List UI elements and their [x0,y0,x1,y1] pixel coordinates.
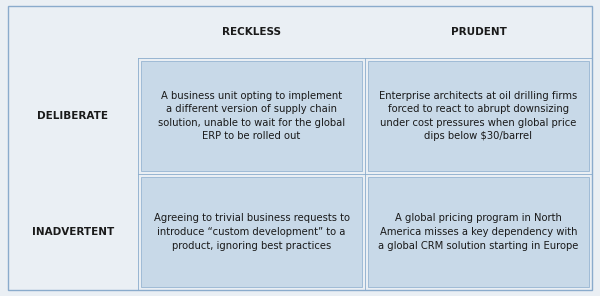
Bar [141,61,362,171]
Bar [141,177,362,287]
Text: PRUDENT: PRUDENT [451,27,506,37]
Text: RECKLESS: RECKLESS [222,27,281,37]
Text: Agreeing to trivial business requests to
introduce “custom development” to a
pro: Agreeing to trivial business requests to… [154,213,349,251]
Text: INADVERTENT: INADVERTENT [32,227,114,237]
Text: DELIBERATE: DELIBERATE [37,111,109,121]
Text: A global pricing program in North
America misses a key dependency with
a global : A global pricing program in North Americ… [379,213,578,251]
Bar [368,177,589,287]
Text: A business unit opting to implement
a different version of supply chain
solution: A business unit opting to implement a di… [158,91,345,141]
Text: Enterprise architects at oil drilling firms
forced to react to abrupt downsizing: Enterprise architects at oil drilling fi… [379,91,578,141]
Bar [368,61,589,171]
